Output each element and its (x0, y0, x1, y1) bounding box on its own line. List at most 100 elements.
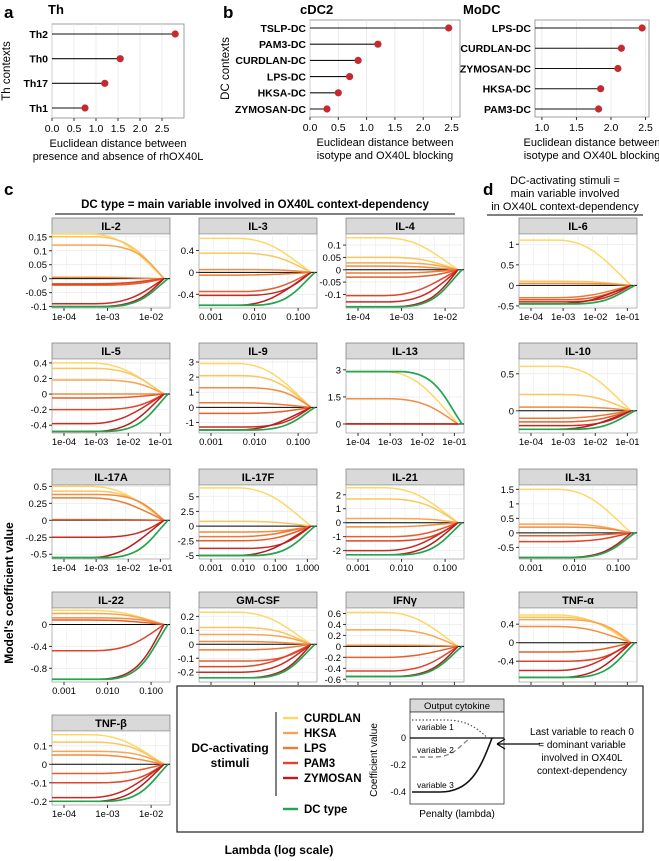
x-tick-label: 0.100 (286, 312, 310, 323)
y-tick-label: 0 (336, 265, 341, 276)
legend-label-hksa: HKSA (304, 728, 337, 740)
x-tick-label: 1.0 (89, 123, 104, 135)
coefficient-path (519, 642, 632, 672)
coefficient-path (519, 532, 632, 537)
category-label: PAM3-DC (484, 104, 531, 116)
dc-type-path (346, 269, 463, 308)
coefficient-path (52, 393, 165, 425)
legend-title-line1: DC-activating (191, 741, 268, 755)
coefficient-path (346, 397, 459, 425)
y-tick-label: 2 (336, 490, 341, 501)
coefficient-path (52, 379, 165, 395)
x-tick-label: 0.100 (286, 437, 310, 448)
lollipop-chart-cdc2: cDC2 0.0 0.5 1.0 1.5 2.0 2.5 TSLP-DC PAM3-DC CURD… (220, 2, 461, 162)
schematic-title: Output cytokine (424, 701, 490, 712)
x-tick-label: 1e-03 (84, 437, 108, 448)
x-tick-label: 1e-02 (116, 563, 140, 574)
coefficient-path (519, 625, 632, 644)
category-label: Th17 (23, 78, 48, 90)
category-label: CURDLAN-DC (460, 43, 531, 55)
coefficient-path (199, 374, 312, 408)
y-tick-label: 0.05 (323, 253, 342, 264)
y-tick-label: 0.4 (34, 358, 47, 369)
x-tick-label: 1e-02 (139, 312, 163, 323)
y-tick-label: 0 (509, 281, 514, 292)
y-tick-label: 0.2 (328, 631, 341, 642)
coefficient-path (52, 619, 165, 626)
x-tick-label: 0.001 (346, 563, 370, 574)
dc-type-path (519, 532, 636, 559)
path-chart-il-17a: IL-17A 0.5 0.25 0 -0.25 -0.5 1e-04 1e-03 1e-02 1e… (25, 468, 173, 574)
category-label: TSLP-DC (261, 23, 307, 35)
lollipop-title: cDC2 (300, 2, 333, 17)
y-tick-label: 0 (336, 642, 341, 653)
y-tick-label: -0.2 (325, 653, 341, 664)
coefficient-path (199, 237, 312, 273)
x-tick-label: 1e-01 (148, 563, 172, 574)
coefficient-path (199, 362, 312, 408)
x-tick-label: 1e-02 (116, 437, 140, 448)
y-tick-label: -0.4 (31, 642, 47, 653)
y-tick-label: -0.05 (25, 288, 47, 299)
x-tick-label: 1e-04 (519, 437, 543, 448)
coefficient-path (52, 763, 165, 775)
y-tick-label: 0 (336, 419, 341, 430)
lollipop-title: Th (48, 2, 64, 17)
x-tick-label: 0.001 (199, 312, 223, 323)
y-tick-label: -1 (186, 418, 194, 429)
y-tick-label: -0.4 (498, 657, 514, 668)
y-tick-label: 0 (42, 516, 47, 527)
coefficient-path (519, 526, 632, 534)
coefficient-path (346, 522, 459, 552)
coefficient-path (346, 269, 459, 278)
y-tick-label: 0.5 (501, 260, 514, 271)
y-tick-label: -0.2 (178, 668, 194, 679)
coefficient-path (346, 265, 459, 271)
coefficient-path (52, 518, 165, 522)
y-tick-label: 1 (509, 240, 514, 251)
panel-letter-a: a (4, 3, 14, 22)
legend-label-pam3: PAM3 (304, 758, 335, 770)
coefficient-path (199, 626, 312, 645)
facet-title: IL-13 (392, 346, 418, 358)
coefficient-path (519, 410, 632, 419)
coefficient-path (346, 269, 459, 303)
y-tick-label: 1 (189, 388, 194, 399)
dc-type-path (52, 623, 169, 681)
coefficient-path (519, 532, 632, 543)
category-label: PAM3-DC (259, 39, 306, 51)
y-tick-label: 0.1 (34, 741, 47, 752)
x-tick-label: 1e-04 (346, 437, 370, 448)
path-chart-il-5: IL-5 0.4 0.2 0 -0.2 -0.4 1e-04 1e-03 1e-02 1e-01 (31, 342, 173, 448)
x-label-line1: Euclidean distance between (317, 137, 454, 149)
coefficient-path (199, 640, 312, 646)
facet-title: IL-10 (565, 346, 591, 358)
coefficient-path (346, 487, 459, 524)
facet-title: TNF-β (95, 718, 127, 730)
panel-d-title-line2: main variable involved (511, 188, 620, 200)
plot-area (309, 19, 461, 118)
y-tick-label: 0 (42, 760, 47, 771)
dc-type-path (519, 284, 636, 305)
panel-letter-b: b (223, 3, 233, 22)
y-tick-label: 0.2 (34, 374, 47, 385)
facet-title: IL-6 (568, 221, 588, 233)
x-tick-label: 1e-02 (433, 312, 457, 323)
y-tick-label: -0.5 (498, 301, 514, 312)
coefficient-path (346, 645, 459, 672)
lollipop-point (116, 55, 124, 63)
schematic-note-line1: Last variable to reach 0 (530, 727, 634, 738)
y-tick-label: 0 (189, 522, 194, 533)
coefficient-path (346, 236, 459, 271)
coefficient-path (199, 268, 312, 274)
category-label: CURDLAN-DC (235, 55, 306, 67)
coefficient-path (199, 643, 312, 651)
y-tick-label: 0 (42, 620, 47, 631)
dc-type-path (199, 406, 316, 431)
path-chart-il-2: IL-2 0.15 0.1 0.05 0 -0.05 -0.1 1e-04 1e-03 1e-02 (25, 217, 171, 323)
coefficient-path (52, 278, 165, 305)
x-tick-label: 1e-03 (551, 437, 575, 448)
y-tick-label: -0.4 (178, 290, 194, 301)
y-tick-label: -0.2 (31, 405, 47, 416)
